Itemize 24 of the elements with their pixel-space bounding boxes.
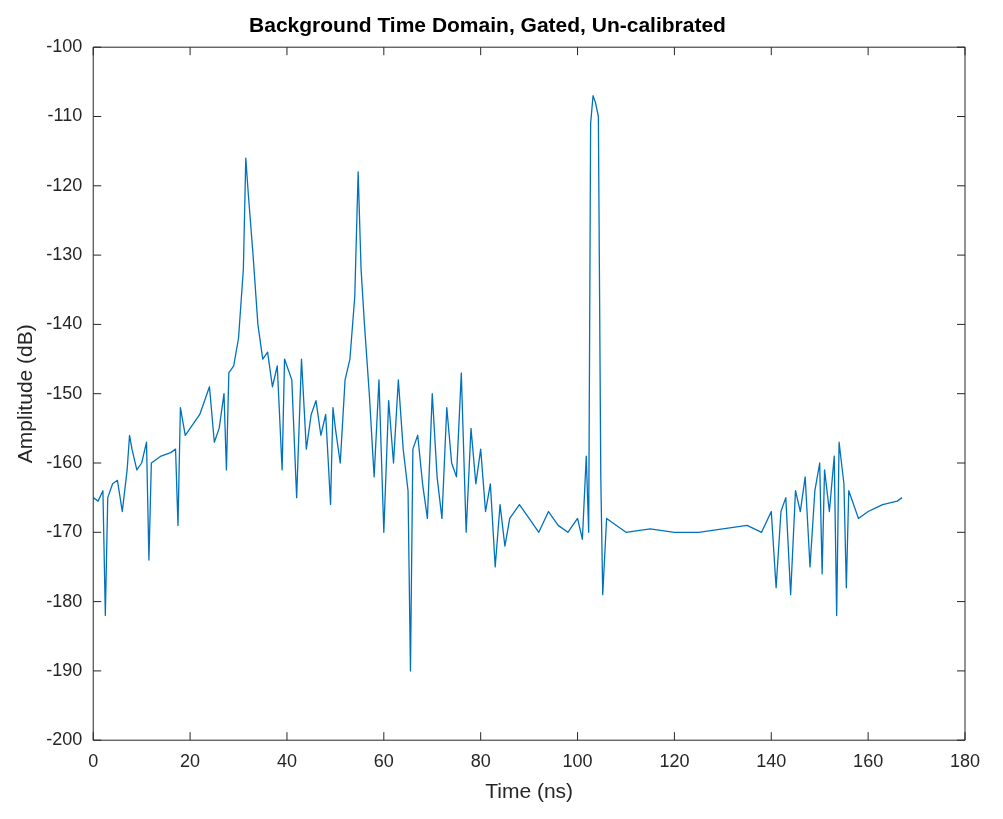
y-tick-label: -150 (46, 382, 83, 403)
x-tick-label: 100 (562, 750, 593, 771)
y-tick-label: -110 (47, 105, 83, 126)
x-tick-label: 80 (470, 750, 491, 771)
x-tick-label: 60 (373, 750, 394, 771)
y-tick-label: -130 (46, 244, 83, 265)
x-tick-label: 160 (853, 750, 884, 771)
y-tick-label: -160 (46, 451, 83, 472)
x-tick-label: 120 (659, 750, 690, 771)
x-tick-label: 0 (88, 750, 99, 771)
y-tick-label: -200 (46, 729, 83, 750)
y-tick-label: -170 (46, 521, 83, 542)
y-tick-label: -180 (46, 590, 83, 611)
chart-title: Background Time Domain, Gated, Un-calibrated (249, 13, 726, 37)
x-tick-label: 180 (949, 750, 981, 771)
x-tick-label: 140 (756, 750, 787, 771)
x-tick-label: 20 (180, 750, 201, 771)
y-tick-label: -100 (46, 36, 83, 57)
x-axis-title: Time (ns) (485, 779, 574, 803)
y-tick-label: -120 (46, 174, 83, 195)
y-tick-label: -190 (46, 659, 83, 680)
x-tick-label: 40 (276, 750, 297, 771)
y-tick-label: -140 (46, 313, 83, 334)
y-axis-title: Amplitude (dB) (13, 324, 37, 464)
